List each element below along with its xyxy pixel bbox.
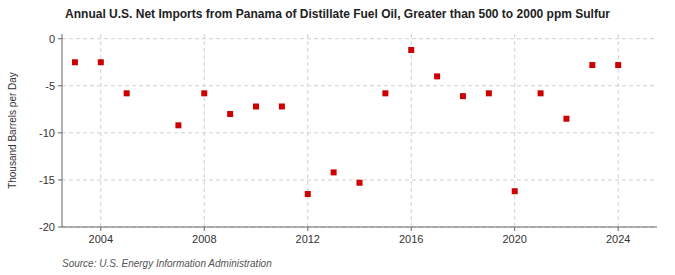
y-tick xyxy=(58,179,62,180)
grid-line-y xyxy=(62,38,657,39)
x-tick xyxy=(307,227,308,231)
x-tick-label: 2016 xyxy=(399,233,423,245)
point xyxy=(357,180,363,186)
y-tick-label: -5 xyxy=(45,80,55,92)
x-tick-label: 2004 xyxy=(89,233,113,245)
point xyxy=(382,90,388,96)
grid-line-x xyxy=(514,34,515,227)
x-tick-label: 2012 xyxy=(296,233,320,245)
grid-line-y xyxy=(62,85,657,86)
y-axis-line xyxy=(62,34,63,227)
x-tick xyxy=(204,227,205,231)
y-tick-label: -10 xyxy=(39,127,55,139)
point xyxy=(72,59,78,65)
point xyxy=(486,90,492,96)
point xyxy=(408,47,414,53)
point xyxy=(589,62,595,68)
grid-line-x xyxy=(204,34,205,227)
point xyxy=(460,93,466,99)
x-tick-label: 2020 xyxy=(502,233,526,245)
y-tick xyxy=(58,85,62,86)
grid-line-y xyxy=(62,132,657,133)
point xyxy=(227,111,233,117)
x-tick-label: 2008 xyxy=(192,233,216,245)
point xyxy=(434,73,440,79)
x-tick xyxy=(100,227,101,231)
point xyxy=(305,191,311,197)
y-tick-label: 0 xyxy=(49,33,55,45)
y-tick xyxy=(58,132,62,133)
point xyxy=(563,116,569,122)
chart-container: 2004 2008 2012 2016 2020 2024 0 -5 -10 -15 -20 Thou… xyxy=(0,0,675,275)
point xyxy=(538,90,544,96)
point xyxy=(253,103,259,109)
point xyxy=(615,62,621,68)
chart-svg: 2004 2008 2012 2016 2020 2024 0 -5 -10 -15 -20 Thou… xyxy=(0,0,675,275)
grid-line-x xyxy=(307,34,308,227)
point xyxy=(201,90,207,96)
y-tick-label: -15 xyxy=(39,174,55,186)
x-axis-line xyxy=(62,227,657,228)
x-tick xyxy=(618,227,619,231)
point xyxy=(331,169,337,175)
y-tick xyxy=(58,227,62,228)
y-axis-label: Thousand Barrels per Day xyxy=(7,72,18,189)
point xyxy=(124,90,130,96)
point xyxy=(279,103,285,109)
point xyxy=(175,122,181,128)
point xyxy=(98,59,104,65)
grid-line-x xyxy=(411,34,412,227)
point xyxy=(512,188,518,194)
points xyxy=(72,47,621,197)
x-tick-label: 2024 xyxy=(606,233,630,245)
grid-line-y xyxy=(62,227,657,228)
y-tick xyxy=(58,38,62,39)
annotation: Source: U.S. Energy Information Administ… xyxy=(62,258,272,269)
title: Annual U.S. Net Imports from Panama of D… xyxy=(65,7,610,21)
x-tick xyxy=(411,227,412,231)
grid xyxy=(62,34,657,227)
x-tick xyxy=(514,227,515,231)
y-tick-label: -20 xyxy=(39,221,55,233)
